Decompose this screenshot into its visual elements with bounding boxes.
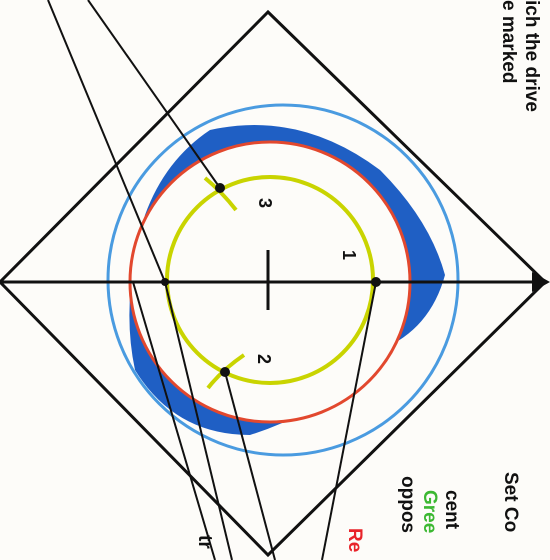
yellow-hook-upper xyxy=(203,176,238,212)
leader-line-2 xyxy=(87,0,221,189)
marker-dot-upper xyxy=(215,183,225,193)
marker-dot-lower xyxy=(220,367,230,377)
diamond-outline xyxy=(0,9,548,558)
leader-line-1 xyxy=(47,0,166,283)
leader-line-4 xyxy=(164,281,233,560)
leader-line-6 xyxy=(224,371,276,560)
right-edge-line2: cent xyxy=(441,490,462,530)
left-edge-line2: e marked xyxy=(498,0,519,83)
leader-line-3 xyxy=(132,281,216,560)
right-edge-line5: Re xyxy=(344,528,365,552)
marker-label-2: 2 xyxy=(254,354,274,364)
marker-dot-left xyxy=(161,278,169,286)
marker-dot-right xyxy=(371,277,381,287)
left-edge-line1: ich the drive xyxy=(521,0,542,112)
right-edge-line1: Set Co xyxy=(500,472,521,532)
right-edge-line4: oppos xyxy=(397,476,418,533)
arrow-tip-right xyxy=(532,272,550,292)
marker-label-3: 3 xyxy=(255,198,275,208)
right-edge-line6: tr xyxy=(194,535,215,549)
outer-blue-circle xyxy=(106,103,460,457)
marker-label-1: 1 xyxy=(339,250,359,260)
leader-line-5 xyxy=(321,281,377,560)
right-edge-line3: Gree xyxy=(419,490,440,533)
